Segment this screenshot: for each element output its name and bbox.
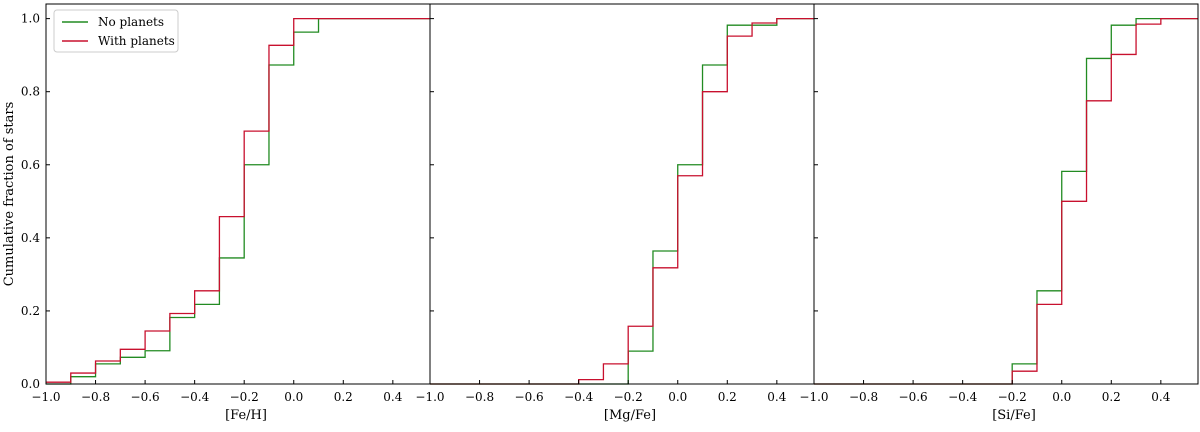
- x-tick-label: 0.4: [1151, 390, 1170, 404]
- panel-1: −1.0 −0.8 −0.6 −0.4 −0.2 0.0 0.2 0.4 0.0 0.2 0.4 0.…: [21, 3, 431, 423]
- axes-frame-panel-3: [813, 3, 1199, 385]
- x-tick-label: −1.0: [415, 390, 444, 404]
- x-tick-label: 0.2: [718, 390, 737, 404]
- y-tick-label: 0.6: [21, 158, 40, 172]
- x-tick-label: 0.4: [383, 390, 402, 404]
- series-line-no-planets-panel-3: [814, 17, 1198, 385]
- x-tick-label: −1.0: [31, 390, 60, 404]
- y-axis-label: Cumulative fraction of stars: [2, 102, 17, 287]
- y-tick-label: 0.4: [21, 231, 40, 245]
- y-tick-label: 1.0: [21, 12, 40, 26]
- x-tick-label: 0.4: [767, 390, 786, 404]
- x-tick-label: −0.6: [899, 390, 928, 404]
- y-tick-label: 0.0: [21, 377, 40, 391]
- x-tick-label: 0.0: [668, 390, 687, 404]
- x-tick-label: −0.6: [131, 390, 160, 404]
- y-tick-label: 0.8: [21, 85, 40, 99]
- x-tick-label: −0.2: [230, 390, 259, 404]
- x-tick-label: −0.8: [849, 390, 878, 404]
- legend-entry-label: With planets: [98, 34, 175, 48]
- x-tick-label: −1.0: [799, 390, 828, 404]
- x-axis-label-panel-2: [Mg/Fe]: [604, 408, 656, 423]
- x-tick-label: −0.8: [81, 390, 110, 404]
- axes-frame-panel-1: [45, 3, 431, 385]
- x-axis-label-panel-3: [Si/Fe]: [992, 408, 1036, 423]
- x-tick-label: −0.4: [564, 390, 594, 404]
- legend: No planets With planets: [53, 9, 179, 53]
- x-tick-label: −0.8: [465, 390, 494, 404]
- x-tick-label: −0.2: [614, 390, 643, 404]
- y-tick-label: 0.2: [21, 304, 40, 318]
- x-tick-label: −0.4: [180, 390, 210, 404]
- x-axis-label-panel-1: [Fe/H]: [225, 408, 267, 423]
- x-tick-label: 0.0: [284, 390, 303, 404]
- series-line-with-planets-panel-1: [46, 17, 430, 383]
- x-tick-label: −0.4: [948, 390, 978, 404]
- x-tick-label: 0.2: [334, 390, 353, 404]
- series-line-with-planets-panel-2: [430, 17, 814, 385]
- panel-2: −1.0 −0.8 −0.6 −0.4 −0.2 0.0 0.2 0.4 [Mg/Fe]: [415, 3, 815, 423]
- x-tick-label: 0.0: [1052, 390, 1071, 404]
- axes-frame-panel-2: [429, 3, 815, 385]
- x-tick-label: −0.2: [998, 390, 1027, 404]
- series-line-no-planets-panel-2: [430, 17, 814, 385]
- panel-3: −1.0 −0.8 −0.6 −0.4 −0.2 0.0 0.2 0.4 [Si/Fe]: [799, 3, 1199, 423]
- series-line-with-planets-panel-3: [814, 17, 1198, 385]
- x-tick-label: −0.6: [515, 390, 544, 404]
- series-line-no-planets-panel-1: [46, 17, 430, 385]
- legend-entry-label: No planets: [98, 15, 164, 29]
- x-tick-label: 0.2: [1102, 390, 1121, 404]
